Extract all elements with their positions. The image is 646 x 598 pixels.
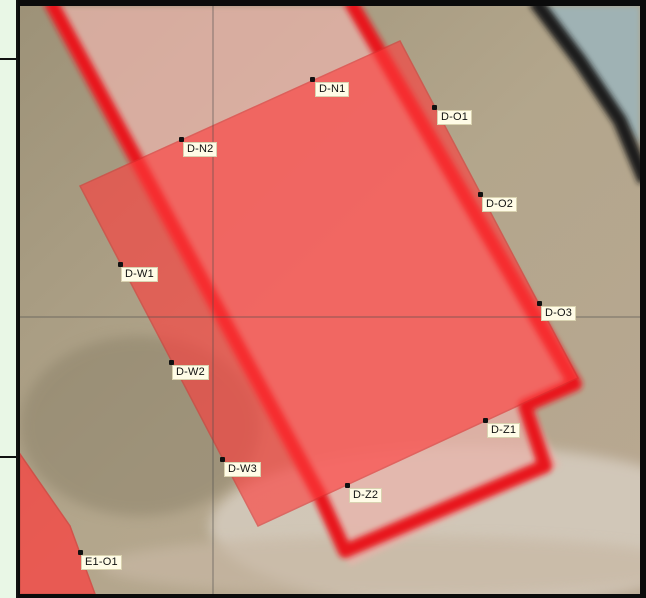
- point-label-d-w3: D-W3: [224, 462, 261, 477]
- point-label-d-n2: D-N2: [183, 142, 218, 157]
- point-label-d-n1: D-N1: [315, 82, 350, 97]
- point-label-d-o3: D-O3: [541, 306, 577, 321]
- side-panel-section-top: [0, 0, 16, 60]
- aerial-map[interactable]: D-N1 D-O1 D-N2 D-O2 D-W1 D-O3 D-W2 D-Z1 …: [20, 6, 640, 594]
- point-marker[interactable]: [220, 457, 225, 462]
- point-marker[interactable]: [537, 301, 542, 306]
- point-label-d-z1: D-Z1: [487, 423, 521, 438]
- parcel-overlay-e1[interactable]: [20, 452, 96, 594]
- point-marker[interactable]: [432, 105, 437, 110]
- point-label-d-o1: D-O1: [437, 110, 473, 125]
- point-marker[interactable]: [78, 550, 83, 555]
- road-edge: [530, 6, 640, 184]
- point-label-e1-o1: E1-O1: [81, 555, 122, 570]
- point-label-d-w1: D-W1: [121, 267, 158, 282]
- side-panel: [0, 0, 18, 598]
- point-marker[interactable]: [310, 77, 315, 82]
- map-canvas: [20, 6, 640, 594]
- point-label-d-w2: D-W2: [172, 365, 209, 380]
- side-panel-section-middle: [0, 60, 16, 458]
- point-marker[interactable]: [118, 262, 123, 267]
- point-label-d-z2: D-Z2: [349, 488, 383, 503]
- point-marker[interactable]: [478, 192, 483, 197]
- point-label-d-o2: D-O2: [482, 197, 518, 212]
- ground-patch-road: [100, 536, 640, 594]
- point-marker[interactable]: [483, 418, 488, 423]
- point-marker[interactable]: [169, 360, 174, 365]
- point-marker[interactable]: [345, 483, 350, 488]
- point-marker[interactable]: [179, 137, 184, 142]
- parcel-overlay[interactable]: [78, 40, 580, 527]
